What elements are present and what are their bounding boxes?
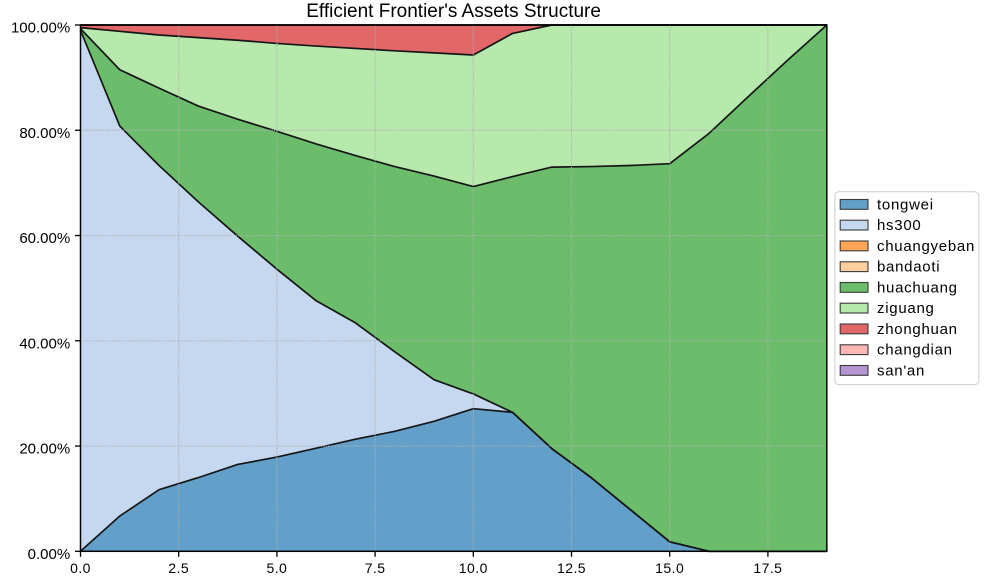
svg-text:40.00%: 40.00% [19, 335, 70, 352]
svg-text:san'an: san'an [877, 362, 925, 379]
svg-text:changdian: changdian [877, 342, 953, 359]
svg-text:tongwei: tongwei [877, 196, 934, 213]
svg-text:20.00%: 20.00% [19, 441, 70, 458]
svg-text:0.0: 0.0 [70, 560, 91, 576]
svg-text:ziguang: ziguang [877, 300, 935, 317]
svg-text:80.00%: 80.00% [19, 125, 70, 142]
svg-text:zhonghuan: zhonghuan [877, 321, 958, 338]
svg-text:0.00%: 0.00% [28, 546, 71, 563]
svg-text:chuangyeban: chuangyeban [877, 238, 975, 255]
svg-text:15.0: 15.0 [655, 560, 684, 576]
svg-text:7.5: 7.5 [365, 560, 386, 576]
svg-text:10.0: 10.0 [459, 560, 488, 576]
svg-text:5.0: 5.0 [266, 560, 287, 576]
svg-text:12.5: 12.5 [557, 560, 586, 576]
svg-text:huachuang: huachuang [877, 279, 958, 296]
svg-text:bandaoti: bandaoti [877, 259, 940, 276]
svg-text:17.5: 17.5 [753, 560, 782, 576]
svg-text:hs300: hs300 [877, 217, 921, 234]
svg-text:60.00%: 60.00% [19, 230, 70, 247]
svg-text:Efficient Frontier's Assets St: Efficient Frontier's Assets Structure [306, 1, 601, 22]
svg-text:2.5: 2.5 [168, 560, 189, 576]
svg-text:100.00%: 100.00% [11, 20, 70, 37]
